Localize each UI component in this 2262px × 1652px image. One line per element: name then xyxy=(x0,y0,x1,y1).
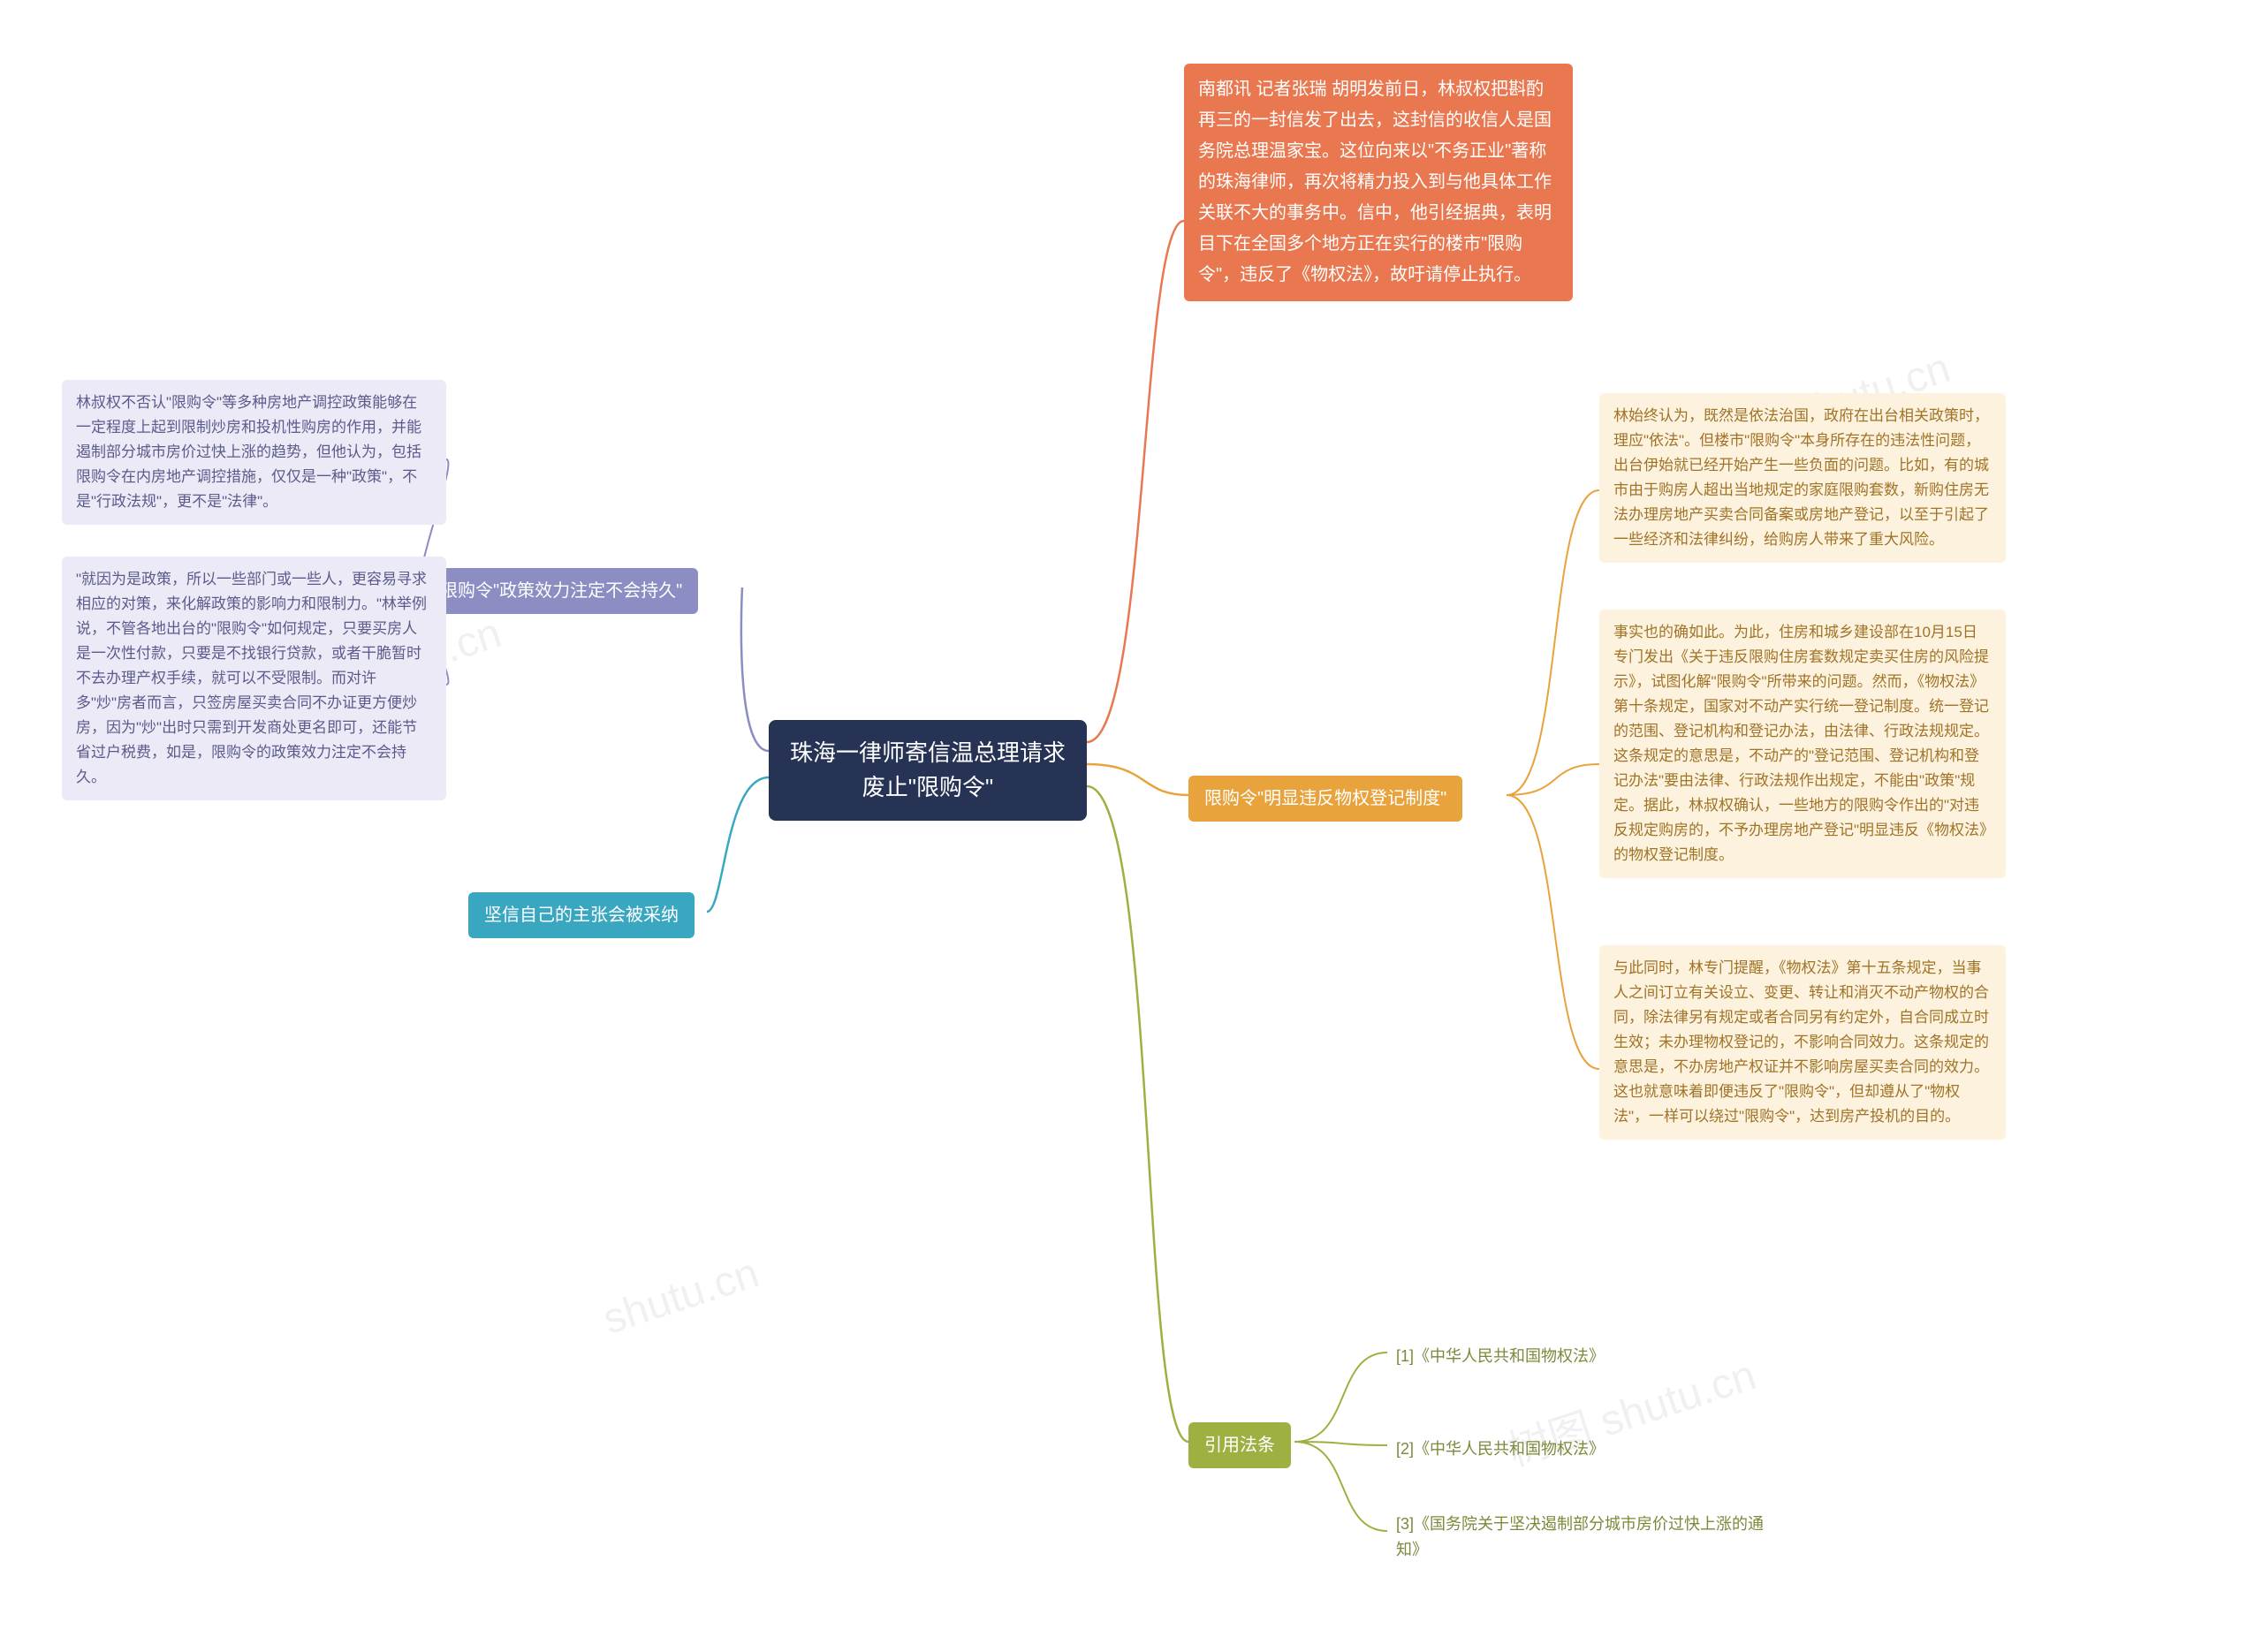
branch-label: 限购令"政策效力注定不会持久" xyxy=(440,581,682,601)
leaf-right3-0: [1]《中华人民共和国物权法》 xyxy=(1387,1338,1613,1375)
branch-label: 引用法条 xyxy=(1204,1436,1275,1455)
leaf-left1-1: "就因为是政策，所以一些部门或一些人，更容易寻求相应的对策，来化解政策的影响力和… xyxy=(62,557,446,800)
leaf-text: [1]《中华人民共和国物权法》 xyxy=(1396,1347,1605,1365)
leaf-text: 林叔权不否认"限购令"等多种房地产调控政策能够在一定程度上起到限制炒房和投机性购… xyxy=(76,394,421,510)
leaf-text: "就因为是政策，所以一些部门或一些人，更容易寻求相应的对策，来化解政策的影响力和… xyxy=(76,571,427,785)
center-topic-text: 珠海一律师寄信温总理请求废止"限购令" xyxy=(790,739,1066,800)
leaf-right3-2: [3]《国务院关于坚决遏制部分城市房价过快上涨的通知》 xyxy=(1387,1506,1794,1568)
branch-right-3: 引用法条 xyxy=(1188,1422,1291,1468)
branch-label: 限购令"明显违反物权登记制度" xyxy=(1204,789,1446,808)
branch-left-2: 坚信自己的主张会被采纳 xyxy=(468,892,695,938)
leaf-text: 与此同时，林专门提醒，《物权法》第十五条规定，当事人之间订立有关设立、变更、转让… xyxy=(1613,959,1989,1125)
leaf-text: 事实也的确如此。为此，住房和城乡建设部在10月15日专门发出《关于违反限购住房套… xyxy=(1613,624,1989,863)
watermark: shutu.cn xyxy=(597,1248,765,1344)
branch-label: 坚信自己的主张会被采纳 xyxy=(484,906,679,925)
leaf-right2-1: 事实也的确如此。为此，住房和城乡建设部在10月15日专门发出《关于违反限购住房套… xyxy=(1599,610,2006,878)
leaf-text: 南都讯 记者张瑞 胡明发前日，林叔权把斟酌再三的一封信发了出去，这封信的收信人是… xyxy=(1198,80,1552,284)
leaf-left1-0: 林叔权不否认"限购令"等多种房地产调控政策能够在一定程度上起到限制炒房和投机性购… xyxy=(62,380,446,525)
leaf-text: [3]《国务院关于坚决遏制部分城市房价过快上涨的通知》 xyxy=(1396,1515,1764,1558)
leaf-text: 林始终认为，既然是依法治国，政府在出台相关政策时，理应"依法"。但楼市"限购令"… xyxy=(1613,407,1989,548)
leaf-right2-0: 林始终认为，既然是依法治国，政府在出台相关政策时，理应"依法"。但楼市"限购令"… xyxy=(1599,393,2006,563)
leaf-right1-0: 南都讯 记者张瑞 胡明发前日，林叔权把斟酌再三的一封信发了出去，这封信的收信人是… xyxy=(1184,64,1573,301)
leaf-right3-1: [2]《中华人民共和国物权法》 xyxy=(1387,1431,1613,1467)
leaf-text: [2]《中华人民共和国物权法》 xyxy=(1396,1440,1605,1458)
leaf-right2-2: 与此同时，林专门提醒，《物权法》第十五条规定，当事人之间订立有关设立、变更、转让… xyxy=(1599,945,2006,1140)
branch-left-1: 限购令"政策效力注定不会持久" xyxy=(424,568,698,614)
center-topic: 珠海一律师寄信温总理请求废止"限购令" xyxy=(769,720,1087,821)
branch-right-2: 限购令"明显违反物权登记制度" xyxy=(1188,776,1462,822)
